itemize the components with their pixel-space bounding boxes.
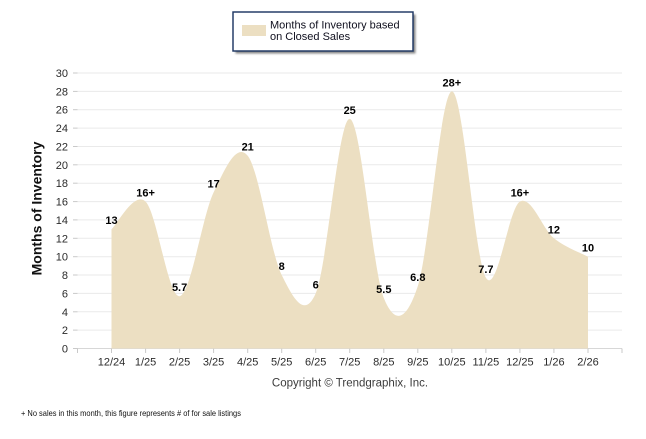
svg-text:on Closed Sales: on Closed Sales <box>270 31 351 43</box>
svg-text:+ No sales in this month, thi: + No sales in this month, this figure re… <box>21 409 241 419</box>
svg-text:5.5: 5.5 <box>376 284 391 296</box>
svg-text:17: 17 <box>207 178 219 190</box>
svg-text:7.7: 7.7 <box>478 264 493 276</box>
svg-text:14: 14 <box>56 215 68 227</box>
svg-text:12/24: 12/24 <box>98 357 126 369</box>
svg-text:6: 6 <box>313 279 319 291</box>
svg-text:5.7: 5.7 <box>172 282 187 294</box>
svg-text:4: 4 <box>62 307 68 319</box>
svg-text:2/26: 2/26 <box>577 357 598 369</box>
svg-text:16+: 16+ <box>136 188 155 200</box>
svg-text:30: 30 <box>56 68 68 80</box>
svg-text:10: 10 <box>56 252 68 264</box>
svg-text:16: 16 <box>56 197 68 209</box>
svg-text:2: 2 <box>62 325 68 337</box>
svg-text:6: 6 <box>62 288 68 300</box>
svg-text:11/25: 11/25 <box>473 357 500 369</box>
svg-text:18: 18 <box>56 178 68 190</box>
svg-text:26: 26 <box>56 105 68 117</box>
svg-text:6.8: 6.8 <box>410 272 425 284</box>
svg-text:8/25: 8/25 <box>373 357 394 369</box>
svg-text:24: 24 <box>56 123 68 135</box>
svg-text:4/25: 4/25 <box>237 357 258 369</box>
svg-text:9/25: 9/25 <box>407 357 428 369</box>
svg-text:5/25: 5/25 <box>271 357 292 369</box>
svg-text:Copyright © Trendgraphix, Inc.: Copyright © Trendgraphix, Inc. <box>272 378 428 390</box>
svg-text:8: 8 <box>279 261 285 273</box>
svg-text:7/25: 7/25 <box>339 357 360 369</box>
svg-text:Months of Inventory based: Months of Inventory based <box>270 20 400 32</box>
svg-text:1/25: 1/25 <box>135 357 156 369</box>
svg-text:0: 0 <box>62 344 68 356</box>
svg-text:8: 8 <box>62 270 68 282</box>
svg-text:10: 10 <box>582 243 594 255</box>
svg-text:21: 21 <box>242 142 254 154</box>
svg-text:6/25: 6/25 <box>305 357 326 369</box>
svg-text:16+: 16+ <box>511 188 530 200</box>
svg-text:Months of Inventory: Months of Inventory <box>29 141 45 275</box>
svg-text:28: 28 <box>56 86 68 98</box>
svg-text:12/25: 12/25 <box>506 357 534 369</box>
svg-text:12: 12 <box>56 233 68 245</box>
svg-text:20: 20 <box>56 160 68 172</box>
svg-text:28+: 28+ <box>442 77 461 89</box>
svg-text:2/25: 2/25 <box>169 357 190 369</box>
svg-text:12: 12 <box>548 224 560 236</box>
svg-text:25: 25 <box>344 105 356 117</box>
svg-text:1/26: 1/26 <box>543 357 564 369</box>
svg-text:10/25: 10/25 <box>438 357 466 369</box>
svg-text:22: 22 <box>56 142 68 154</box>
svg-text:3/25: 3/25 <box>203 357 224 369</box>
svg-text:13: 13 <box>105 215 117 227</box>
